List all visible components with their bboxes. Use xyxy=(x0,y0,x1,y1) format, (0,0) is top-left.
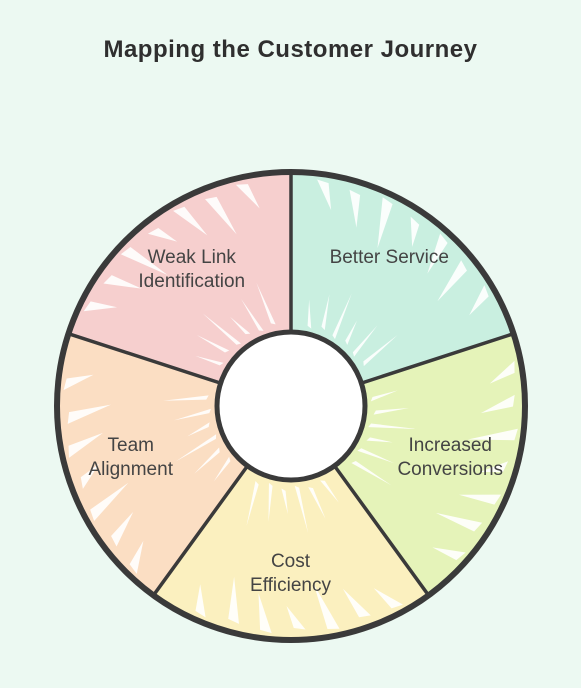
page-title: Mapping the Customer Journey xyxy=(0,36,581,64)
donut-hole xyxy=(217,332,365,480)
donut-chart: Better ServiceIncreasedConversionsCostEf… xyxy=(51,166,531,646)
